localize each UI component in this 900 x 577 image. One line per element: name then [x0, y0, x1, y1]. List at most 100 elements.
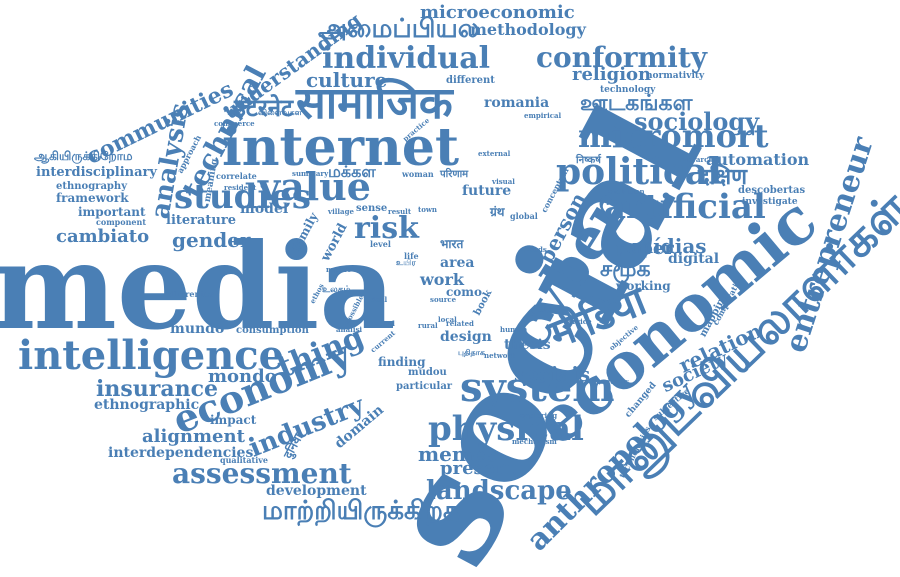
word-descobertas: descobertas: [738, 185, 806, 196]
word-interdependencies: interdependencies: [108, 445, 254, 461]
word-external: external: [478, 149, 511, 158]
word-analisi: analisi: [336, 325, 363, 334]
word-work: work: [420, 270, 464, 289]
word-assessment: assessment: [172, 457, 352, 490]
word-working: working: [616, 279, 671, 293]
word-dakshin: दक्षिण: [698, 164, 748, 190]
word-related: related: [446, 319, 474, 328]
word-sociology: sociology: [634, 107, 760, 136]
word-network: network: [484, 351, 517, 360]
word-resident: resident: [224, 183, 257, 192]
word-culture: culture: [306, 68, 388, 92]
word-nishkarsh: निष्कर्ष: [576, 155, 601, 166]
word-tamil-vilaivu: விளைவுகள: [258, 107, 302, 117]
word-correlate: correlate: [216, 171, 257, 181]
word-qualitative: qualitative: [220, 455, 269, 465]
word-como: como: [446, 285, 483, 299]
word-digital: digital: [668, 251, 720, 267]
word-rural: rural: [418, 321, 438, 330]
word-gender: gender: [172, 228, 251, 252]
word-present: present: [440, 458, 517, 479]
word-evolution: evolution: [608, 187, 645, 196]
word-development: development: [266, 483, 367, 499]
word-tamil-makkal: மக்கள: [328, 162, 376, 181]
word-summary: summary: [292, 169, 329, 178]
word-town: town: [418, 205, 438, 214]
word-consumption: consumption: [236, 325, 309, 336]
word-tamil-udaga: ஊடகங்கள: [580, 90, 693, 116]
word-design: design: [440, 329, 492, 345]
word-source: source: [430, 295, 457, 304]
word-mondo: mondo: [208, 366, 277, 387]
word-political: political: [556, 151, 722, 193]
word-result: result: [388, 207, 412, 216]
word-hierarchy: hierarchy: [680, 155, 718, 164]
word-normativity: normativity: [646, 71, 705, 81]
word-system: system: [460, 364, 615, 411]
word-mudou: mudou: [408, 367, 447, 378]
word-model: model: [240, 201, 289, 217]
word-report: report: [326, 265, 351, 274]
word-internet: internet: [222, 117, 459, 178]
word-visual: visual: [492, 177, 515, 186]
word-mundo: mundo: [170, 321, 225, 337]
word-diferentes: diferentes: [168, 289, 214, 299]
word-different: different: [446, 75, 495, 86]
word-interdisciplinary: interdisciplinary: [36, 165, 157, 180]
word-internet-hi: इंटरनेट: [234, 93, 294, 122]
word-exploring: exploring: [520, 411, 558, 420]
word-tamil-aagiyirukkirom: ஆகியிருக்கிறோம: [34, 149, 133, 163]
word-risk: risk: [354, 211, 419, 246]
word-needs: needs: [524, 245, 547, 254]
word-intelligence: intelligence: [18, 332, 285, 379]
word-local: local: [438, 315, 457, 324]
word-technology: technology: [600, 85, 656, 95]
word-tamil-pudhiya: புதிதாக: [458, 347, 486, 357]
word-life: life: [404, 251, 419, 261]
word-conformity: conformity: [536, 41, 708, 74]
word-thesis: thesis: [504, 337, 551, 353]
word-studies: studies: [174, 177, 312, 217]
word-tamil-amaippiyala: அமைப்பியல: [318, 14, 480, 44]
word-memes: memes: [418, 442, 498, 466]
word-methodology: methodology: [470, 20, 586, 39]
word-micromort: micromort: [578, 117, 769, 155]
word-empirical: empirical: [524, 111, 562, 120]
word-framework: framework: [56, 191, 129, 205]
word-paper: paper: [616, 238, 674, 259]
word-value: value: [258, 164, 371, 209]
word-global: global: [510, 211, 538, 221]
word-ideal: ideal: [368, 295, 388, 304]
word-ethnographic: ethnographic: [94, 397, 200, 413]
word-commerce: commerce: [214, 119, 255, 128]
word-future: future: [462, 183, 512, 199]
word-moral: moral: [372, 319, 395, 328]
word-tamil-ulagam: உலகம்: [322, 285, 351, 295]
word-romania: romania: [484, 95, 550, 111]
word-alignment: alignment: [142, 426, 245, 447]
word-academic: academic: [592, 377, 630, 386]
word-literature: literature: [166, 213, 237, 228]
word-cambiato: cambiato: [56, 226, 150, 247]
word-tamil-uyir: உயிர: [396, 257, 416, 267]
word-sense: sense: [356, 203, 388, 214]
word-investigate: investigate: [742, 197, 798, 207]
word-level: level: [370, 239, 391, 249]
word-automation: automation: [706, 150, 810, 169]
word-theory: theory: [540, 305, 566, 314]
word-media: media: [0, 217, 396, 356]
word-woman: woman: [402, 169, 434, 179]
word-sociais: sociais: [514, 362, 591, 386]
word-artificial: artificial: [604, 187, 766, 227]
word-area: area: [440, 255, 475, 271]
word-tamil-samuga: சமூக: [600, 256, 651, 282]
word-finding: finding: [378, 355, 426, 369]
word-landscape: landscape: [426, 476, 572, 506]
word-ethnography: ethnography: [56, 181, 128, 192]
word-important: important: [78, 205, 146, 219]
word-bharat: भारत: [440, 237, 464, 251]
word-parinam: परिणाम: [440, 169, 469, 180]
word-religion: religion: [572, 64, 652, 85]
word-impact: impact: [210, 413, 257, 427]
